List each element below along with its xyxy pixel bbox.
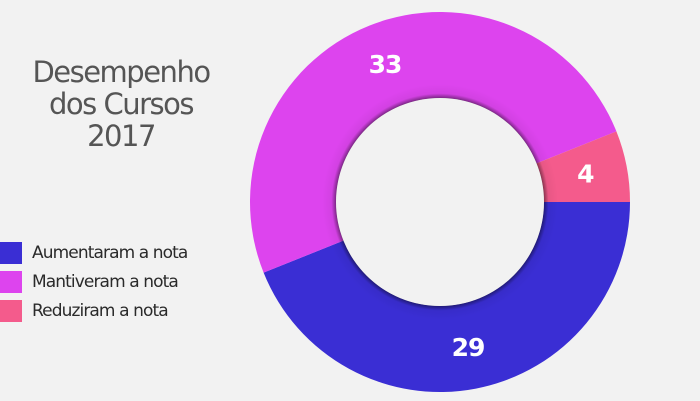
legend-item-mantiveram: Mantiveram a nota xyxy=(0,267,187,296)
chart-title-line-3: 2017 xyxy=(87,119,156,153)
legend-swatch-mantiveram xyxy=(0,270,22,293)
donut-hole xyxy=(336,98,544,306)
slice-reduziram xyxy=(536,131,630,202)
chart-title: Desempenho dos Cursos 2017 xyxy=(0,56,242,152)
chart-title-line-1: Desempenho xyxy=(32,55,211,89)
slice-labels: 29 33 4 xyxy=(369,50,596,362)
slice-label-reduziram: 4 xyxy=(577,159,594,188)
legend-swatch-reduziram xyxy=(0,299,22,322)
legend-label-mantiveram: Mantiveram a nota xyxy=(32,271,179,292)
legend: Aumentaram a nota Mantiveram a nota Redu… xyxy=(0,238,188,325)
slice-label-mantiveram: 33 xyxy=(369,50,402,79)
legend-item-reduziram: Reduziram a nota xyxy=(0,296,187,325)
legend-swatch-aumentaram xyxy=(0,241,22,264)
chart-title-line-2: dos Cursos xyxy=(49,87,195,121)
legend-item-aumentaram: Aumentaram a nota xyxy=(0,238,188,267)
legend-label-reduziram: Reduziram a nota xyxy=(32,300,169,321)
legend-label-aumentaram: Aumentaram a nota xyxy=(32,242,188,263)
slice-label-aumentaram: 29 xyxy=(452,333,485,362)
slice-mantiveram xyxy=(250,12,617,273)
